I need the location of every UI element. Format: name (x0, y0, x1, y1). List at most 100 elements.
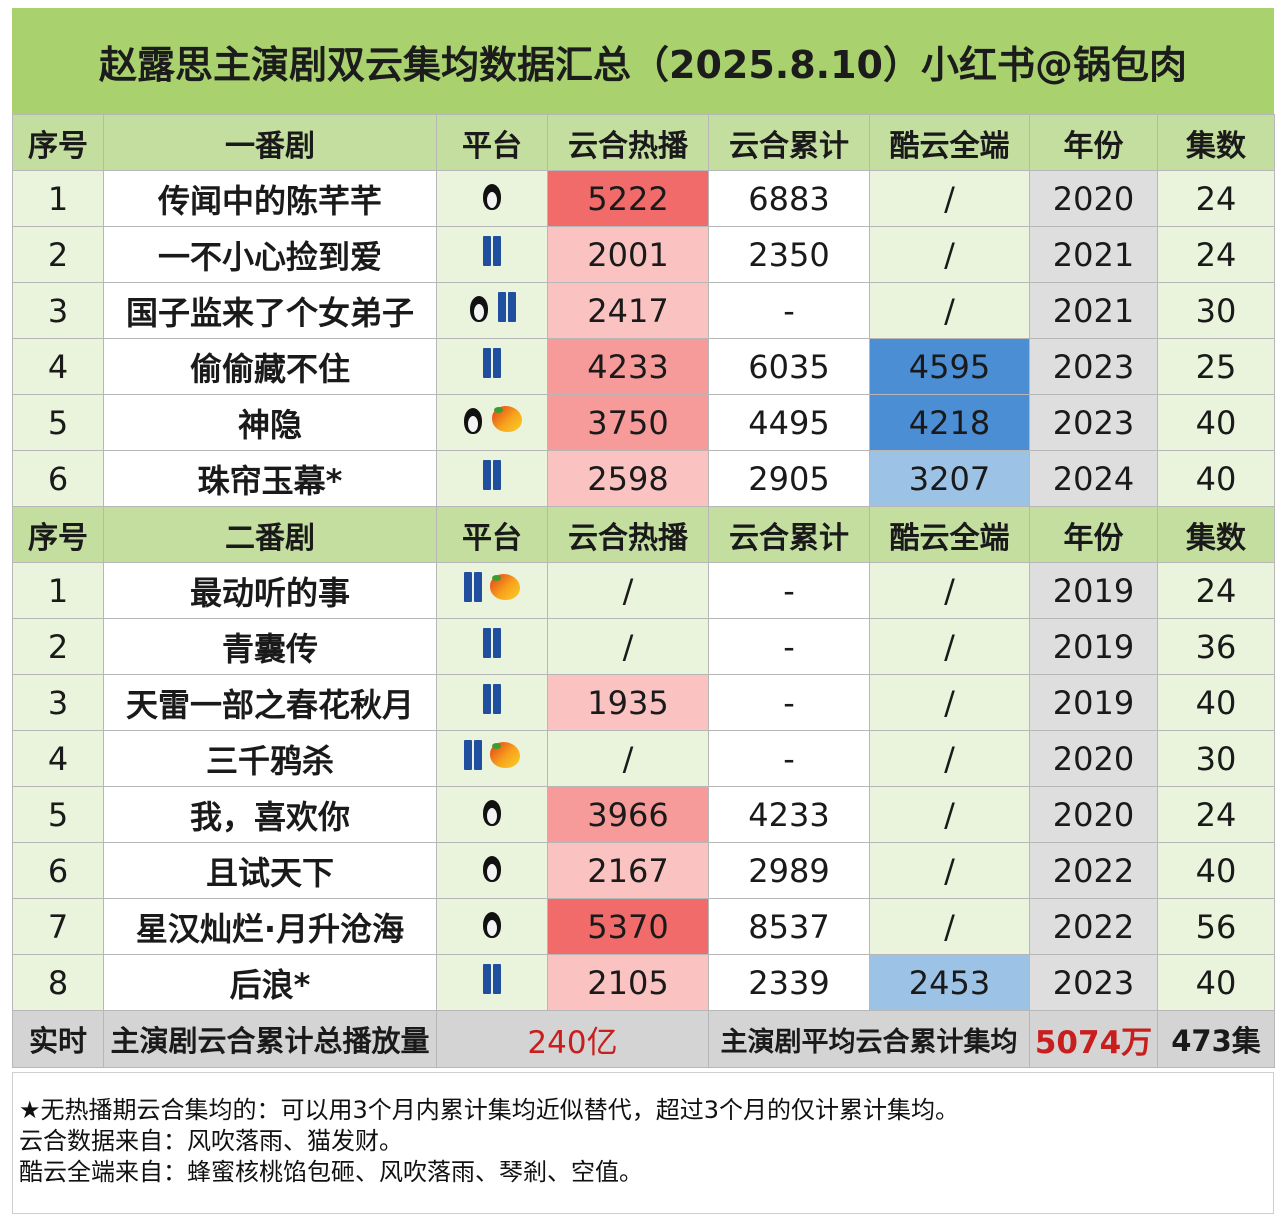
header-episodes: 集数 (1157, 506, 1275, 563)
cloud-total-value: 2989 (708, 842, 870, 899)
row-index: 6 (12, 450, 104, 507)
summary-episodes-total: 473集 (1157, 1010, 1275, 1068)
header-cloud-hot: 云合热播 (547, 114, 709, 171)
data-table: 序号 一番剧 平台 云合热播 云合累计 酷云全端 年份 集数 1 传闻中的陈芊芊 5… (12, 114, 1275, 1068)
drama-name: 天雷一部之春花秋月 (103, 674, 437, 731)
row-index: 1 (12, 170, 104, 227)
drama-name: 青囊传 (103, 618, 437, 675)
header-episodes: 集数 (1157, 114, 1275, 171)
jeans-icon (464, 571, 482, 602)
platform-cell (436, 618, 548, 675)
table-row: 8 后浪* 2105 2339 2453 2023 40 (12, 954, 1275, 1011)
row-index: 7 (12, 898, 104, 955)
year-value: 2020 (1029, 730, 1158, 787)
kuyun-value: / (869, 618, 1030, 675)
episodes-value: 25 (1157, 338, 1275, 395)
platform-icons (483, 963, 501, 994)
table-row: 7 星汉灿烂·月升沧海 5370 8537/2022 56 (12, 898, 1275, 955)
cloud-hot-value: / (547, 618, 709, 675)
jeans-icon (483, 235, 501, 266)
header-kuyun: 酷云全端 (869, 506, 1030, 563)
cloud-total-value: - (708, 618, 870, 675)
kuyun-value: 4595 (869, 338, 1030, 395)
row-index: 3 (12, 282, 104, 339)
episodes-value: 24 (1157, 562, 1275, 619)
cloud-hot-value: 5370 (547, 898, 709, 955)
platform-icons (464, 739, 520, 770)
episodes-value: 40 (1157, 842, 1275, 899)
drama-name: 后浪* (103, 954, 437, 1011)
drama-name: 星汉灿烂·月升沧海 (103, 898, 437, 955)
row-index: 5 (12, 786, 104, 843)
jeans-icon (483, 683, 501, 714)
cloud-hot-value: 1935 (547, 674, 709, 731)
year-value: 2023 (1029, 394, 1158, 451)
header-second-group: 二番剧 (103, 506, 437, 563)
cloud-total-value: 6883 (708, 170, 870, 227)
platform-cell (436, 954, 548, 1011)
row-index: 6 (12, 842, 104, 899)
summary-row: 实时 主演剧云合累计总播放量 240亿 主演剧平均云合累计集均 5074万 473集 (12, 1010, 1275, 1068)
platform-icons (483, 235, 501, 266)
header-index: 序号 (12, 114, 104, 171)
episodes-value: 30 (1157, 730, 1275, 787)
row-index: 4 (12, 730, 104, 787)
cloud-hot-value: 2105 (547, 954, 709, 1011)
cloud-hot-value: / (547, 730, 709, 787)
platform-icons (468, 291, 516, 322)
note-line: 云合数据来自：风吹落雨、猫发财。 (19, 1127, 403, 1155)
kuyun-value: / (869, 842, 1030, 899)
mango-icon (490, 573, 520, 600)
platform-cell (436, 786, 548, 843)
cloud-hot-value: 5222 (547, 170, 709, 227)
kuyun-value: / (869, 170, 1030, 227)
cloud-total-value: 6035 (708, 338, 870, 395)
jeans-icon (498, 291, 516, 322)
summary-avg-label: 主演剧平均云合累计集均 (708, 1010, 1030, 1068)
kuyun-value: / (869, 282, 1030, 339)
cloud-hot-value: / (547, 562, 709, 619)
summary-total-value: 240亿 (436, 1010, 709, 1068)
year-value: 2023 (1029, 338, 1158, 395)
header-cloud-hot: 云合热播 (547, 506, 709, 563)
penguin-icon (462, 404, 484, 434)
drama-name: 神隐 (103, 394, 437, 451)
platform-icons (483, 627, 501, 658)
drama-name: 珠帘玉幕* (103, 450, 437, 507)
table-row: 1 传闻中的陈芊芊 5222 6883/2020 24 (12, 170, 1275, 227)
platform-cell (436, 282, 548, 339)
header-platform: 平台 (436, 506, 548, 563)
cloud-hot-value: 4233 (547, 338, 709, 395)
cloud-total-value: 4495 (708, 394, 870, 451)
episodes-value: 24 (1157, 226, 1275, 283)
kuyun-value: / (869, 674, 1030, 731)
table-row: 5 神隐 3750 4495 4218 2023 40 (12, 394, 1275, 451)
penguin-icon (481, 180, 503, 210)
notes-box: ★无热播期云合集均的：可以用3个月内累计集均近似替代，超过3个月的仅计累计集均。… (12, 1072, 1274, 1214)
table-row: 2 一不小心捡到爱 2001 2350/2021 24 (12, 226, 1275, 283)
platform-cell (436, 730, 548, 787)
platform-icons (481, 908, 503, 938)
header-cloud-total: 云合累计 (708, 506, 870, 563)
cloud-total-value: 2350 (708, 226, 870, 283)
episodes-value: 24 (1157, 170, 1275, 227)
year-value: 2024 (1029, 450, 1158, 507)
year-value: 2020 (1029, 786, 1158, 843)
summary-total-label: 主演剧云合累计总播放量 (103, 1010, 437, 1068)
year-value: 2020 (1029, 170, 1158, 227)
table-row: 4 三千鸦杀 / -/2020 30 (12, 730, 1275, 787)
episodes-value: 40 (1157, 394, 1275, 451)
episodes-value: 30 (1157, 282, 1275, 339)
table-row: 4 偷偷藏不住 4233 6035 4595 2023 25 (12, 338, 1275, 395)
jeans-icon (483, 459, 501, 490)
kuyun-value: / (869, 562, 1030, 619)
drama-name: 我，喜欢你 (103, 786, 437, 843)
kuyun-value: / (869, 730, 1030, 787)
platform-cell (436, 170, 548, 227)
header-index: 序号 (12, 506, 104, 563)
episodes-value: 40 (1157, 450, 1275, 507)
drama-name: 传闻中的陈芊芊 (103, 170, 437, 227)
drama-name: 三千鸦杀 (103, 730, 437, 787)
year-value: 2019 (1029, 618, 1158, 675)
